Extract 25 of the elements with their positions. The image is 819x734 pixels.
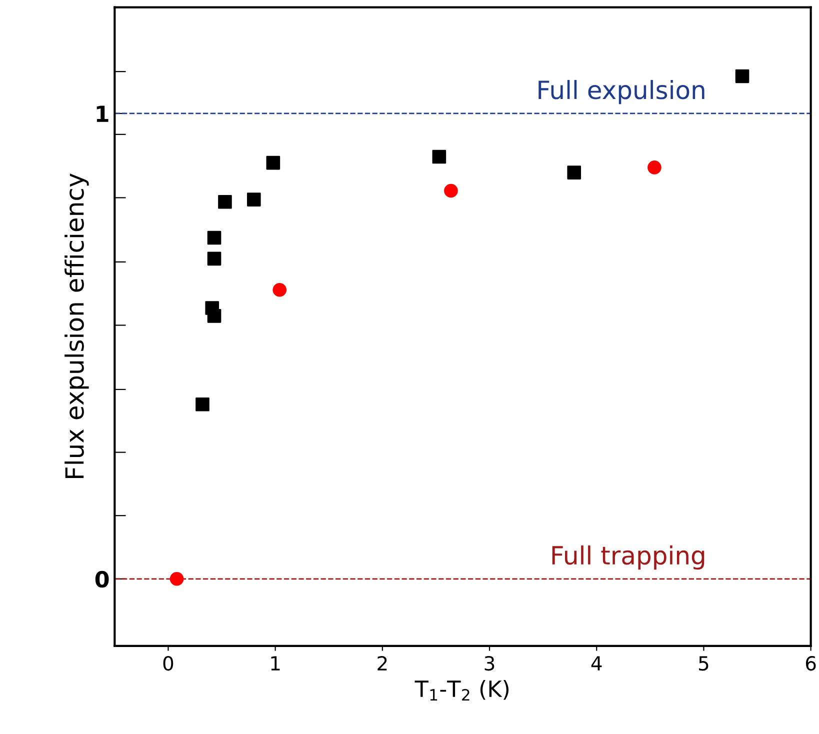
point [207,252,222,266]
x-tick-label: 4 [591,656,602,670]
ref-line-label: Full trapping [552,545,704,570]
y-axis-title: Flux expulsion efficiency [64,174,89,478]
point [207,230,222,245]
point [432,150,446,164]
x-tick-label: 0 [163,656,174,671]
point [266,156,280,170]
x-tick-label: 3 [484,656,494,671]
point [444,184,458,198]
x-tick-label: 1 [271,656,280,670]
point [648,160,662,174]
point [735,69,750,84]
point [170,572,184,586]
x-axis-title: T$_{1}$-T$_{2}$ (K) [414,680,509,701]
x-tick-label: 2 [378,656,387,670]
point [272,282,286,297]
point [196,397,210,412]
point [218,194,232,209]
point [567,166,582,180]
point [207,309,222,323]
x-tick-label: 6 [806,656,816,671]
x-tick-label: 5 [699,656,708,671]
point [246,192,261,206]
ref-line-label: Full expulsion [538,80,704,104]
